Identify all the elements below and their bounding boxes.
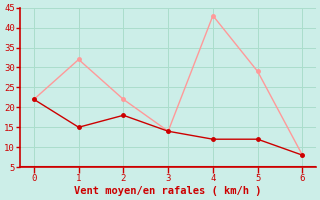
X-axis label: Vent moyen/en rafales ( km/h ): Vent moyen/en rafales ( km/h ) [75,186,262,196]
